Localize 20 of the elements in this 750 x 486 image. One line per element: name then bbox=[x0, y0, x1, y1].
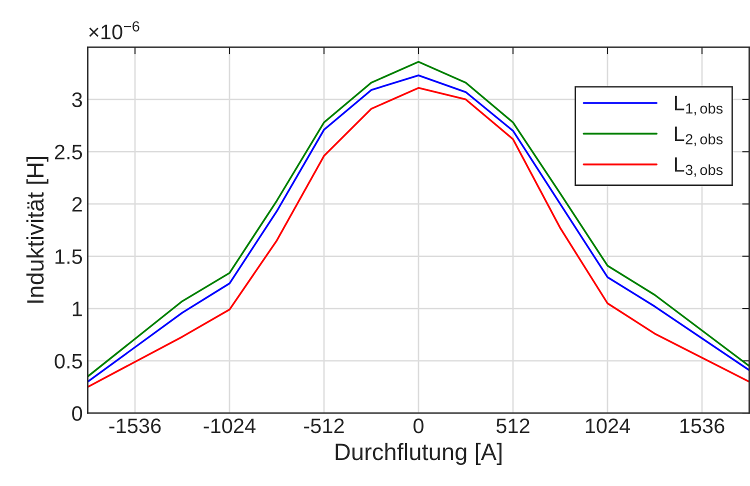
y-tick-label: 1 bbox=[72, 302, 82, 316]
x-tick-label: 512 bbox=[496, 418, 530, 434]
x-tick-label: -512 bbox=[304, 418, 344, 434]
x-tick-label: 0 bbox=[414, 418, 424, 434]
x-axis-title: Durchflutung [A] bbox=[336, 442, 502, 465]
x-tick-label: 1536 bbox=[680, 418, 724, 434]
legend-label: L$_{3,obs}$ bbox=[674, 157, 723, 177]
x-tick-label: 1024 bbox=[586, 418, 630, 434]
legend-label: L$_{2,obs}$ bbox=[674, 126, 723, 146]
x-tick-label: -1024 bbox=[204, 418, 256, 434]
y-axis-title: Induktivität [H] bbox=[26, 157, 48, 303]
y-tick-label: 1.5 bbox=[56, 249, 82, 264]
y-tick-label: 0 bbox=[72, 406, 82, 421]
y-tick-label: 2 bbox=[72, 196, 82, 212]
y-tick-label: 3 bbox=[72, 92, 82, 108]
y-tick-label: 2.5 bbox=[54, 144, 82, 160]
x-tick-label: -1536 bbox=[109, 418, 161, 434]
y-tick-label: 0.5 bbox=[54, 354, 82, 369]
text: ×10$^{−6}$ bbox=[89, 21, 140, 40]
legend-label: L$_{1,obs}$ bbox=[674, 96, 723, 116]
